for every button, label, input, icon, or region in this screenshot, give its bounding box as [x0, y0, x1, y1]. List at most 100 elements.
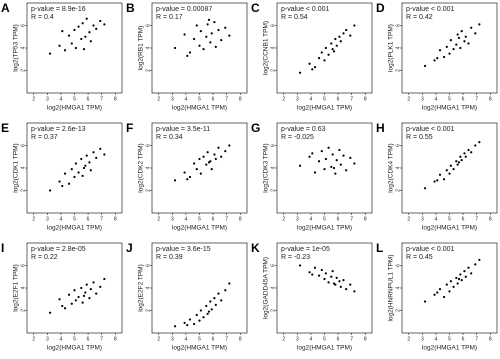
point: [345, 169, 348, 172]
x-tick-label: 8: [114, 96, 117, 102]
point: [199, 30, 202, 33]
point: [456, 33, 459, 36]
y-tick-label: 4: [395, 166, 401, 169]
point: [84, 164, 87, 167]
point: [452, 168, 455, 171]
point: [207, 161, 211, 164]
point: [61, 184, 64, 188]
point: [460, 159, 463, 162]
point: [464, 35, 467, 38]
point: [173, 179, 177, 182]
x-tick-label: 5: [323, 336, 326, 342]
point: [423, 300, 427, 303]
x-tick-label: 2: [32, 336, 35, 342]
point: [330, 275, 333, 278]
point: [70, 302, 73, 305]
point: [198, 319, 201, 322]
x-axis-label: log2(HMGA1 TPM): [47, 225, 102, 232]
x-tick-label: 3: [171, 216, 174, 222]
point: [436, 291, 439, 294]
x-tick-label: 4: [435, 216, 438, 222]
x-tick-label: 2: [157, 336, 160, 342]
x-tick-label: 4: [60, 336, 63, 342]
point: [73, 28, 76, 32]
point: [449, 39, 452, 42]
point: [210, 32, 213, 35]
x-tick-label: 6: [212, 96, 215, 102]
point: [445, 169, 448, 172]
point: [199, 309, 202, 312]
y-axis-label: log2(TP53 TPM): [13, 24, 20, 72]
point: [188, 175, 192, 179]
point: [338, 35, 341, 38]
y-tick-label: 4: [145, 286, 151, 289]
point: [210, 308, 213, 311]
x-tick-label: 8: [239, 336, 242, 342]
x-tick-label: 5: [448, 96, 451, 102]
y-tick-label: 6: [395, 264, 401, 267]
point: [349, 156, 352, 159]
point: [332, 282, 336, 285]
y-tick-label: 2: [270, 309, 276, 312]
y-axis-label: log2(CCNB1 TPM): [263, 21, 270, 75]
point: [92, 24, 95, 27]
x-tick-label: 5: [448, 336, 451, 342]
x-tick-label: 2: [282, 336, 285, 342]
x-tick-label: 2: [407, 96, 410, 102]
point: [474, 263, 477, 266]
y-tick-label: 6: [145, 144, 151, 147]
point: [457, 277, 461, 281]
annotation: R = 0.34: [156, 134, 183, 141]
y-tick-label: 2: [20, 69, 26, 72]
x-tick-label: 8: [364, 96, 367, 102]
y-axis-label: log2(CDK4 TPM): [388, 143, 395, 192]
point: [308, 155, 311, 158]
panel-label: L: [376, 241, 383, 255]
x-tick-label: 4: [310, 216, 313, 222]
annotation: p-value = 0.63: [281, 126, 326, 133]
point: [327, 146, 330, 149]
point: [342, 154, 345, 157]
annotation: R = -0.23: [281, 254, 310, 261]
point: [183, 321, 186, 324]
point: [345, 28, 348, 32]
point: [342, 279, 345, 282]
point: [210, 168, 213, 171]
point: [317, 274, 321, 277]
y-axis-label: log2(CDK2 TPM): [138, 143, 145, 192]
point: [63, 49, 67, 52]
point: [173, 46, 177, 50]
point: [85, 17, 88, 20]
point: [228, 144, 231, 147]
x-tick-label: 8: [239, 96, 242, 102]
point: [433, 59, 436, 62]
point: [188, 318, 192, 321]
y-tick-label: 2: [145, 69, 151, 72]
point: [188, 51, 192, 54]
point: [464, 275, 467, 278]
y-tick-label: 4: [20, 46, 26, 49]
point: [460, 30, 463, 33]
point: [470, 272, 473, 275]
x-tick-label: 6: [212, 216, 215, 222]
point: [85, 154, 88, 157]
x-tick-label: 4: [185, 96, 188, 102]
point: [206, 312, 209, 315]
point: [478, 141, 481, 144]
point: [449, 280, 452, 283]
point: [82, 166, 86, 170]
point: [74, 162, 77, 165]
x-axis-label: log2(HMGA1 TPM): [297, 225, 352, 232]
panel-label: C: [251, 1, 260, 15]
annotation: p-value < 0.001: [406, 246, 455, 253]
x-tick-label: 7: [350, 96, 353, 102]
x-tick-label: 8: [489, 216, 492, 222]
panel-label: G: [251, 121, 260, 135]
point: [103, 153, 106, 156]
point: [48, 189, 52, 192]
point: [423, 64, 427, 68]
point: [324, 272, 327, 275]
point: [349, 283, 352, 286]
point: [339, 40, 342, 43]
x-tick-label: 2: [282, 96, 285, 102]
